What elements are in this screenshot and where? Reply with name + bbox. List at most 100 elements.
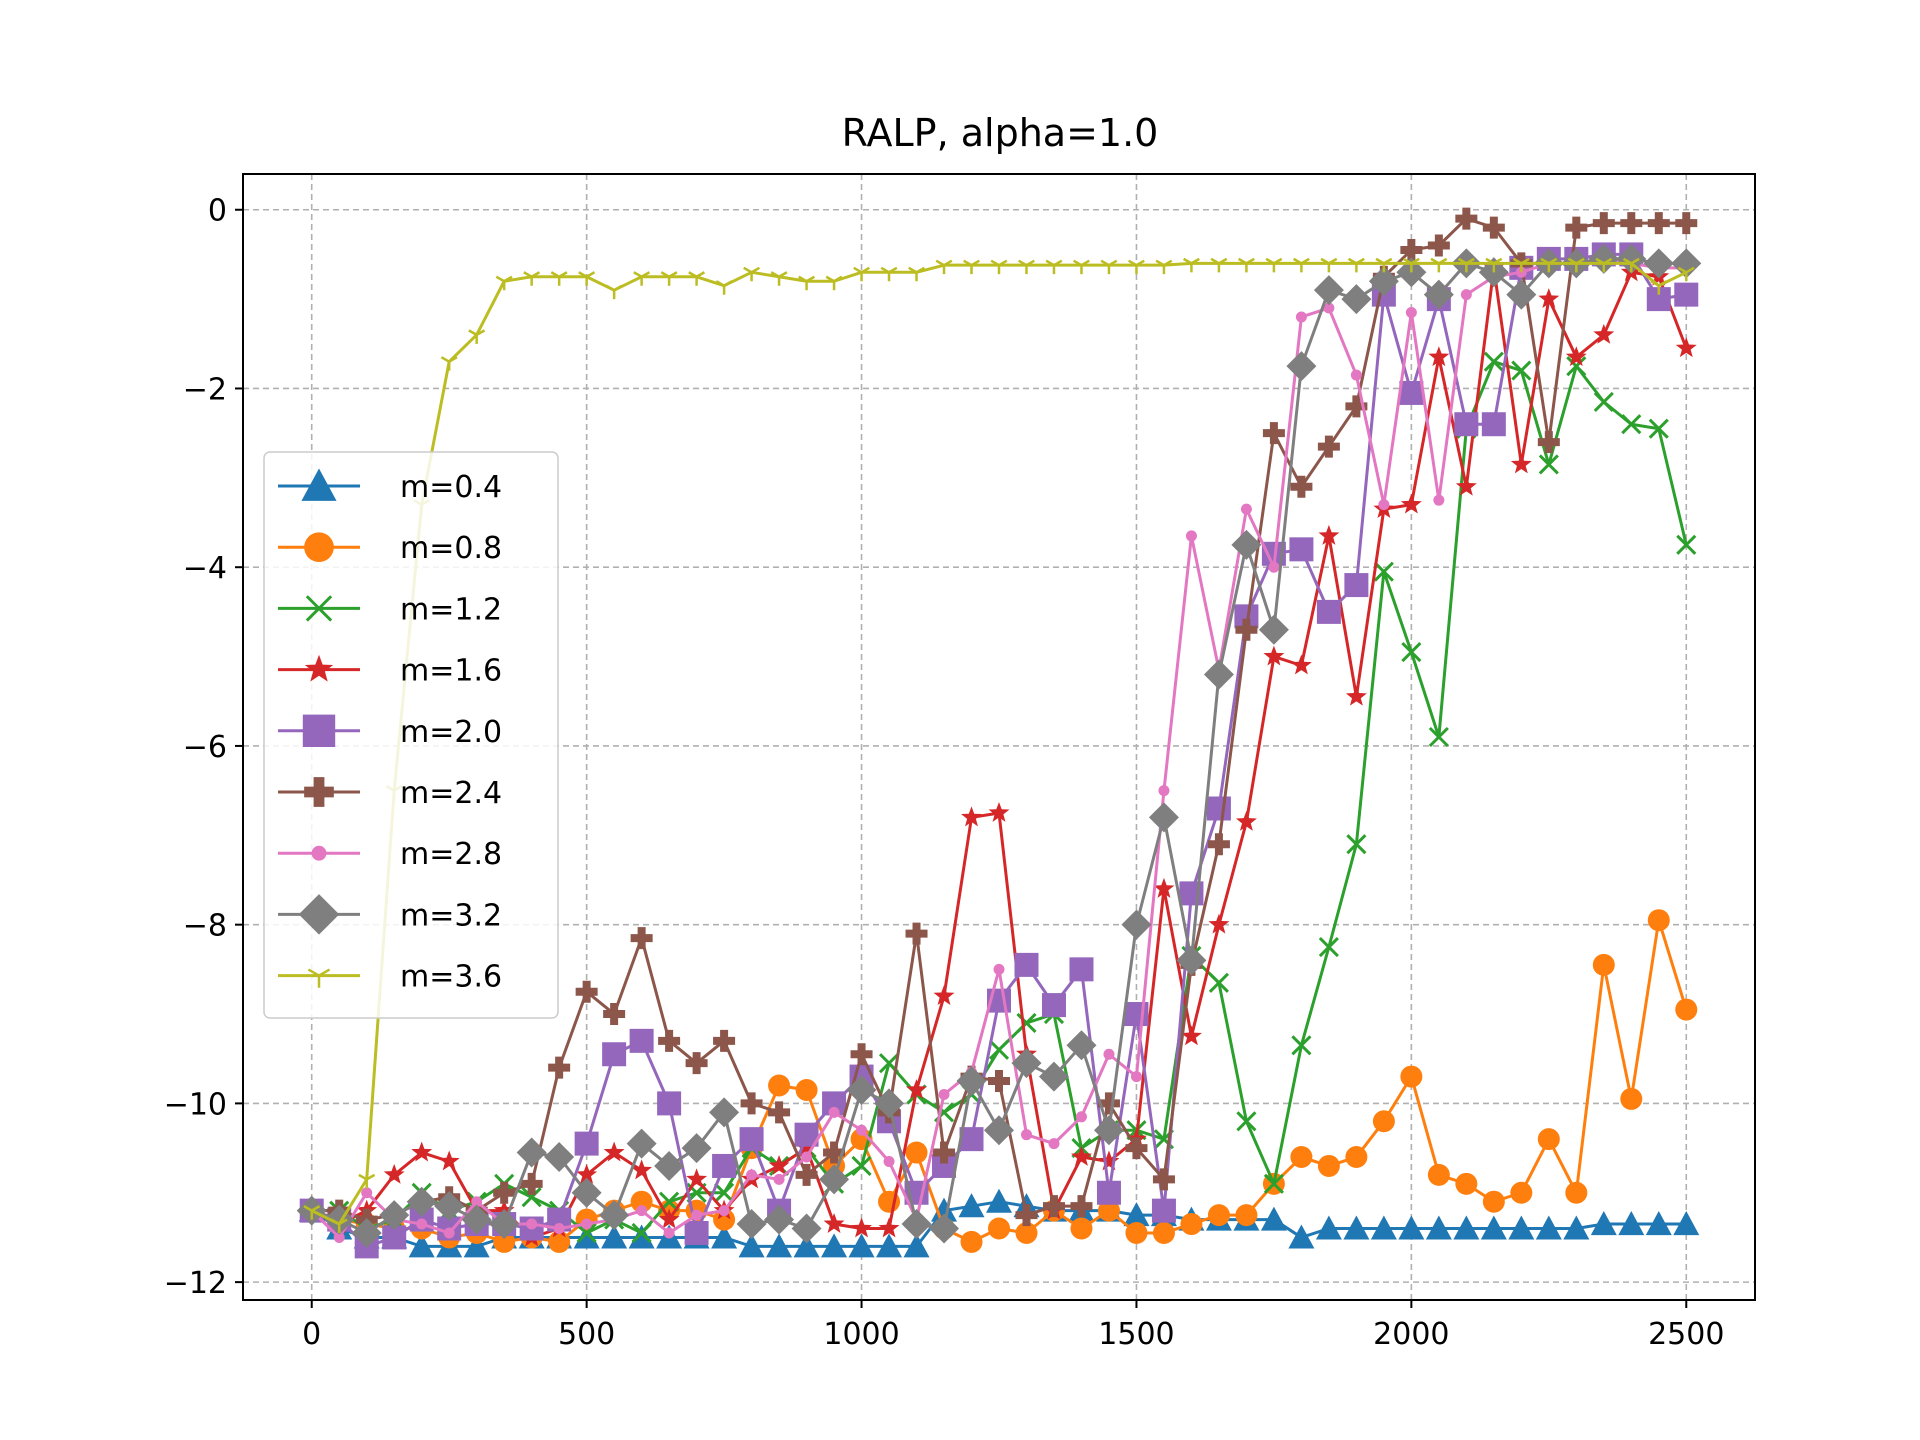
data-point xyxy=(1537,431,1560,454)
legend-entry: m=3.6 xyxy=(278,960,502,995)
data-point xyxy=(654,1150,685,1181)
y-tick-label: 0 xyxy=(208,194,227,229)
legend-entry: m=2.0 xyxy=(278,714,502,750)
data-point xyxy=(685,1052,708,1075)
data-point xyxy=(791,1213,822,1244)
data-point xyxy=(1318,936,1339,958)
data-point xyxy=(1398,1215,1425,1240)
data-point xyxy=(709,1097,740,1128)
data-point xyxy=(908,266,925,282)
legend-label: m=2.8 xyxy=(400,837,502,872)
data-point xyxy=(383,1163,405,1184)
data-point xyxy=(821,1233,848,1258)
data-point xyxy=(990,259,1008,275)
data-point xyxy=(1370,1215,1397,1240)
data-point xyxy=(575,980,598,1003)
data-point xyxy=(1315,1215,1342,1240)
data-point xyxy=(628,1224,655,1249)
data-point xyxy=(1206,796,1231,821)
data-point xyxy=(773,1173,785,1185)
legend-entry: m=2.8 xyxy=(278,837,502,872)
data-point xyxy=(961,806,982,827)
data-point xyxy=(819,1164,850,1195)
legend-marker xyxy=(311,845,327,861)
data-point xyxy=(1048,1138,1060,1150)
data-point xyxy=(901,1209,932,1240)
series-layer xyxy=(296,207,1702,1259)
data-point xyxy=(463,1233,490,1258)
data-point xyxy=(1400,1065,1423,1088)
data-point xyxy=(1346,834,1367,855)
data-point xyxy=(736,1209,767,1240)
data-point xyxy=(1375,257,1393,273)
data-point xyxy=(1240,503,1252,515)
data-point xyxy=(1510,453,1532,474)
data-point xyxy=(906,1078,927,1099)
data-point xyxy=(602,1042,627,1067)
data-point xyxy=(766,1233,793,1258)
legend-entry: m=1.2 xyxy=(278,592,502,627)
data-point xyxy=(1344,573,1369,598)
data-point xyxy=(1402,257,1420,273)
data-point xyxy=(601,1224,628,1249)
data-point xyxy=(874,1088,905,1119)
data-point xyxy=(1313,275,1344,306)
data-point xyxy=(1073,259,1090,275)
data-point xyxy=(571,1177,602,1208)
data-point xyxy=(523,271,541,286)
data-point xyxy=(850,1043,873,1066)
data-point xyxy=(1433,494,1445,506)
data-point xyxy=(495,275,513,291)
legend-label: m=0.4 xyxy=(400,470,502,505)
data-point xyxy=(406,1186,437,1217)
data-point xyxy=(493,1181,516,1204)
data-point xyxy=(823,1141,846,1164)
data-point xyxy=(746,1169,758,1181)
legend-label: m=2.4 xyxy=(400,776,502,811)
data-point xyxy=(1538,454,1559,475)
data-point xyxy=(1565,1181,1588,1204)
data-point xyxy=(688,271,706,286)
data-point xyxy=(1291,1035,1312,1056)
data-point xyxy=(1015,1221,1038,1244)
data-point xyxy=(714,1182,735,1203)
data-point xyxy=(663,1227,675,1239)
data-point xyxy=(993,963,1005,975)
legend-marker xyxy=(304,654,334,682)
data-point xyxy=(438,1150,460,1171)
data-point xyxy=(633,271,651,286)
data-point xyxy=(711,1224,738,1249)
data-point xyxy=(903,1233,930,1258)
data-point xyxy=(1592,953,1615,976)
legend-entry: m=3.2 xyxy=(278,894,502,935)
series-m=0.8 xyxy=(300,909,1698,1253)
data-point xyxy=(1316,599,1341,624)
data-point xyxy=(1286,351,1317,382)
data-point xyxy=(1590,1211,1617,1236)
data-point xyxy=(1020,1129,1032,1141)
legend-box xyxy=(263,451,559,1019)
data-point xyxy=(1130,1071,1142,1083)
data-point xyxy=(1647,909,1670,932)
data-point xyxy=(1070,1217,1093,1240)
data-point xyxy=(603,1003,626,1026)
legend-entry: m=2.4 xyxy=(278,776,502,811)
data-point xyxy=(1622,257,1640,273)
legend-marker xyxy=(307,968,331,988)
data-point xyxy=(1616,243,1647,274)
data-point xyxy=(801,1151,813,1163)
data-point xyxy=(938,1088,950,1100)
data-point xyxy=(1643,248,1674,279)
data-point xyxy=(738,1233,765,1258)
data-point xyxy=(1647,212,1670,235)
data-point xyxy=(798,275,816,291)
data-point xyxy=(1295,311,1307,323)
legend-label: m=3.2 xyxy=(400,898,502,933)
data-point xyxy=(408,1233,435,1258)
data-point xyxy=(658,1208,680,1229)
data-point xyxy=(1512,257,1530,273)
data-point xyxy=(1566,356,1587,377)
data-point xyxy=(1263,645,1285,666)
data-point xyxy=(603,1141,625,1162)
data-point xyxy=(905,922,928,945)
